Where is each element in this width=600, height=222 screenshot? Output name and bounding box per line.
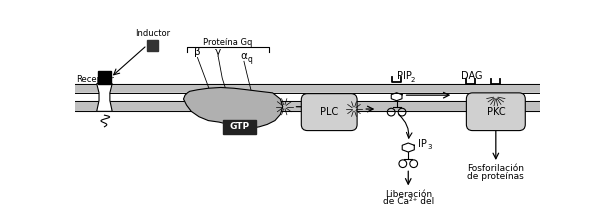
Text: PKC: PKC	[487, 107, 505, 117]
FancyBboxPatch shape	[466, 93, 525, 131]
Text: Liberación: Liberación	[385, 190, 432, 199]
Bar	[75, 93, 540, 101]
Polygon shape	[184, 87, 283, 128]
Bar	[98, 71, 110, 84]
Text: γ: γ	[215, 48, 221, 57]
Text: Proteína Gq: Proteína Gq	[203, 38, 253, 47]
Text: α: α	[241, 51, 247, 61]
Text: β: β	[194, 48, 201, 57]
Polygon shape	[97, 84, 112, 111]
Text: PLC: PLC	[320, 107, 338, 117]
Text: IP: IP	[418, 139, 427, 149]
Bar	[223, 120, 256, 134]
Text: Receptor: Receptor	[77, 75, 115, 84]
Text: 2: 2	[410, 77, 415, 83]
Text: PIP: PIP	[397, 71, 412, 81]
Text: DAG: DAG	[461, 71, 482, 81]
Text: q: q	[248, 55, 253, 63]
Text: 3: 3	[428, 144, 432, 150]
Text: Inductor: Inductor	[135, 29, 170, 38]
Text: de proteínas: de proteínas	[467, 172, 524, 181]
Text: Fosforilación: Fosforilación	[467, 165, 524, 173]
Bar	[75, 101, 540, 111]
Text: GTP: GTP	[229, 122, 250, 131]
Bar	[75, 84, 540, 93]
Bar	[147, 40, 158, 51]
FancyBboxPatch shape	[301, 94, 357, 131]
Text: de Ca²⁺ del: de Ca²⁺ del	[383, 197, 434, 206]
